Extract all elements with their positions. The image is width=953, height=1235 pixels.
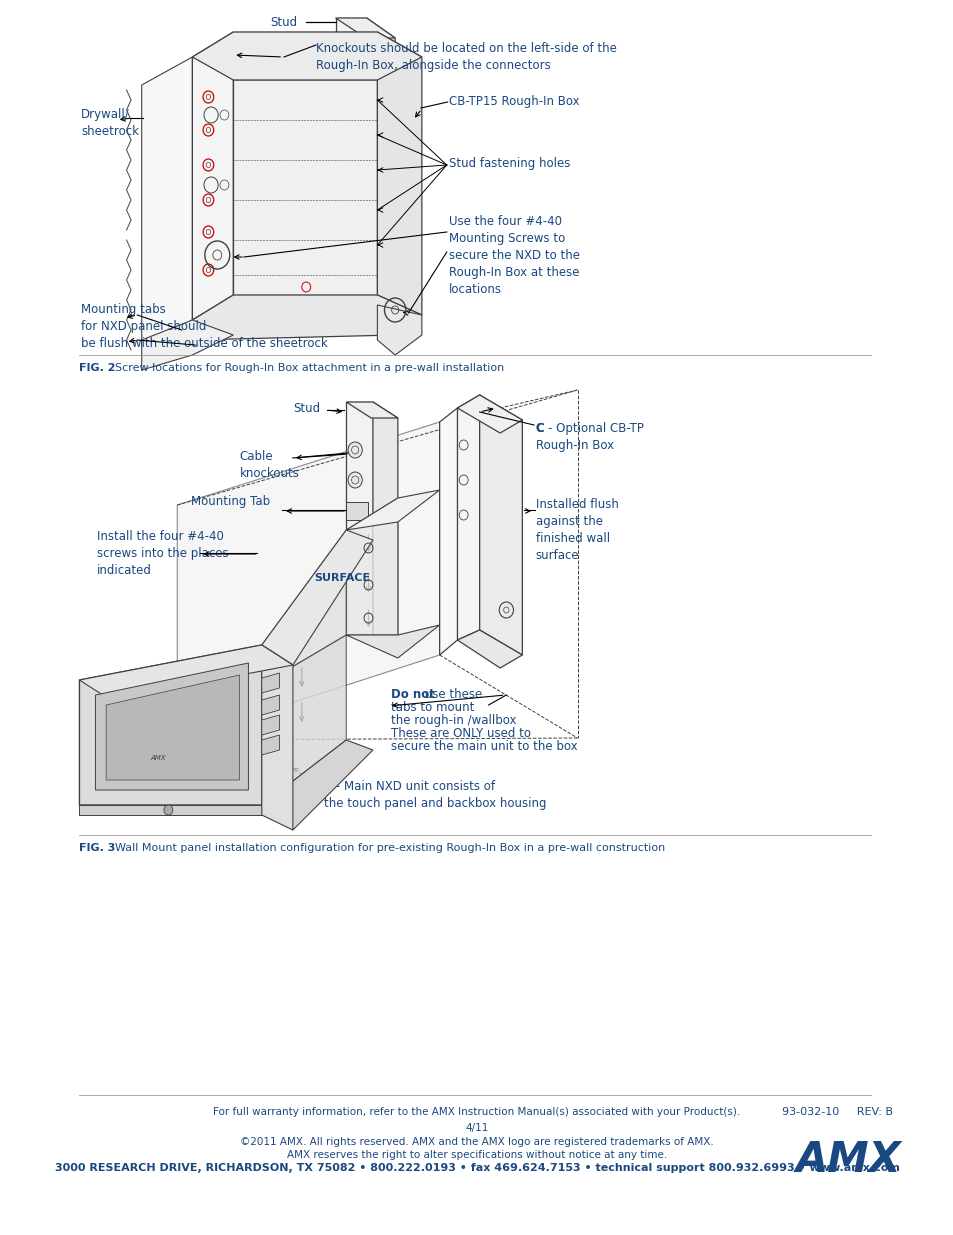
Polygon shape	[261, 740, 373, 830]
Polygon shape	[439, 408, 456, 655]
Text: Installed flush
against the
finished wall
surface: Installed flush against the finished wal…	[536, 498, 618, 562]
Polygon shape	[346, 403, 373, 635]
Text: SURFACE: SURFACE	[314, 573, 370, 583]
Polygon shape	[366, 19, 395, 305]
Text: Stud fastening holes: Stud fastening holes	[448, 157, 569, 169]
Polygon shape	[335, 19, 366, 285]
Text: ©2011 AMX. All rights reserved. AMX and the AMX logo are registered trademarks o: ©2011 AMX. All rights reserved. AMX and …	[240, 1137, 713, 1147]
Polygon shape	[142, 57, 193, 348]
Text: AMX: AMX	[795, 1139, 901, 1181]
Circle shape	[348, 472, 362, 488]
Polygon shape	[261, 735, 279, 755]
Text: C - Optional CB-TP
Rough-In Box: C - Optional CB-TP Rough-In Box	[536, 422, 643, 452]
Polygon shape	[79, 805, 261, 815]
Polygon shape	[261, 530, 373, 664]
Text: Screw locations for Rough-In Box attachment in a pre-wall installation: Screw locations for Rough-In Box attachm…	[108, 363, 503, 373]
Polygon shape	[346, 403, 397, 417]
Polygon shape	[177, 422, 439, 740]
Text: CB-TP15 Rough-In Box: CB-TP15 Rough-In Box	[448, 95, 578, 109]
Text: Knockouts should be located on the left-side of the
Rough-In Box, alongside the : Knockouts should be located on the left-…	[315, 42, 617, 72]
Polygon shape	[233, 32, 377, 295]
Text: A - Faceplate
    (bezel): A - Faceplate (bezel)	[81, 785, 157, 815]
Polygon shape	[106, 676, 239, 781]
Circle shape	[164, 805, 172, 815]
Text: FIG. 2: FIG. 2	[79, 363, 116, 373]
Text: For full warranty information, refer to the AMX Instruction Manual(s) associated: For full warranty information, refer to …	[213, 1107, 740, 1116]
Polygon shape	[377, 32, 421, 315]
Text: Do not: Do not	[391, 688, 435, 701]
Text: Use the four #4-40
Mounting Screws to
secure the NXD to the
Rough-In Box at thes: Use the four #4-40 Mounting Screws to se…	[448, 215, 578, 296]
Polygon shape	[346, 625, 439, 658]
Polygon shape	[261, 645, 293, 830]
Polygon shape	[95, 663, 248, 790]
Polygon shape	[346, 490, 439, 530]
Polygon shape	[346, 501, 368, 520]
Text: Drywall/
sheetrock: Drywall/ sheetrock	[81, 107, 139, 138]
Polygon shape	[456, 395, 522, 433]
Polygon shape	[79, 645, 261, 805]
Polygon shape	[261, 715, 279, 735]
Text: Mounting Tab: Mounting Tab	[191, 495, 270, 509]
Polygon shape	[456, 630, 522, 668]
Text: B - Main NXD unit consists of
the touch panel and backbox housing: B - Main NXD unit consists of the touch …	[324, 781, 546, 810]
Text: 3000 RESEARCH DRIVE, RICHARDSON, TX 75082 • 800.222.0193 • fax 469.624.7153 • te: 3000 RESEARCH DRIVE, RICHARDSON, TX 7508…	[54, 1163, 899, 1173]
Polygon shape	[193, 32, 233, 320]
Text: Stud: Stud	[293, 401, 319, 415]
Text: AMX reserves the right to alter specifications without notice at any time.: AMX reserves the right to alter specific…	[287, 1150, 666, 1160]
Text: secure the main unit to the box: secure the main unit to the box	[391, 740, 577, 753]
Text: AMX: AMX	[150, 755, 165, 761]
Text: 93-032-10     REV: B: 93-032-10 REV: B	[781, 1107, 892, 1116]
Polygon shape	[373, 403, 397, 650]
Text: Wall Mount panel installation configuration for pre-existing Rough-In Box in a p: Wall Mount panel installation configurat…	[108, 844, 664, 853]
Text: the rough-in /wallbox: the rough-in /wallbox	[391, 714, 516, 727]
Text: FIG. 3: FIG. 3	[79, 844, 115, 853]
Polygon shape	[261, 530, 346, 685]
Text: Cable
knockouts: Cable knockouts	[239, 450, 299, 480]
Text: Mounting tabs
for NXD panel should
be flush with the outside of the sheetrock: Mounting tabs for NXD panel should be fl…	[81, 303, 328, 350]
Text: use these: use these	[420, 688, 481, 701]
Text: Install the four #4-40
screws into the places
indicated: Install the four #4-40 screws into the p…	[97, 530, 229, 577]
Polygon shape	[261, 695, 279, 715]
Polygon shape	[261, 673, 279, 693]
Polygon shape	[193, 32, 421, 80]
Polygon shape	[335, 19, 395, 38]
Polygon shape	[193, 295, 421, 340]
Polygon shape	[456, 395, 479, 640]
Text: Stud: Stud	[271, 16, 297, 28]
Polygon shape	[79, 645, 293, 700]
Polygon shape	[261, 635, 346, 805]
Circle shape	[348, 442, 362, 458]
Polygon shape	[479, 395, 522, 655]
Polygon shape	[377, 305, 421, 354]
Text: 4/11: 4/11	[465, 1123, 488, 1132]
Text: tabs to mount: tabs to mount	[391, 701, 474, 714]
Text: These are ONLY used to: These are ONLY used to	[391, 727, 530, 740]
Polygon shape	[346, 498, 397, 635]
Polygon shape	[142, 320, 233, 370]
Text: C: C	[536, 422, 544, 435]
